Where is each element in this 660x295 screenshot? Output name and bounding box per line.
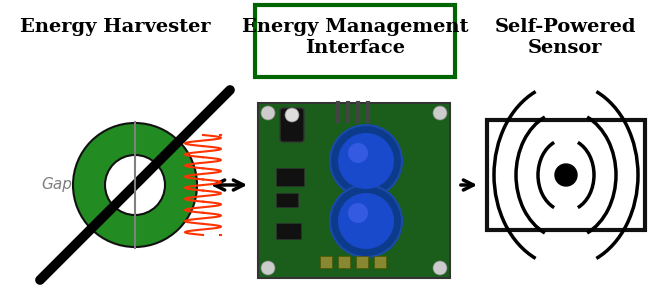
FancyBboxPatch shape [280,108,304,142]
Circle shape [433,106,447,120]
FancyBboxPatch shape [356,256,368,268]
FancyBboxPatch shape [276,193,298,207]
Circle shape [73,123,197,247]
Circle shape [338,193,394,249]
Circle shape [338,133,394,189]
Text: Self-Powered
Sensor: Self-Powered Sensor [494,18,636,57]
Circle shape [555,164,577,186]
Circle shape [261,261,275,275]
Circle shape [105,155,165,215]
FancyBboxPatch shape [374,256,386,268]
Text: Energy Harvester: Energy Harvester [20,18,211,36]
FancyBboxPatch shape [255,5,455,77]
Circle shape [433,261,447,275]
FancyBboxPatch shape [320,256,332,268]
FancyBboxPatch shape [276,223,301,239]
FancyBboxPatch shape [276,168,304,186]
Text: Gaps: Gaps [41,178,80,193]
Circle shape [285,108,299,122]
FancyBboxPatch shape [258,103,450,278]
Circle shape [330,185,402,257]
Text: Energy Management
Interface: Energy Management Interface [242,18,468,57]
FancyBboxPatch shape [338,256,350,268]
Circle shape [348,203,368,223]
FancyBboxPatch shape [487,120,645,230]
Circle shape [348,143,368,163]
Circle shape [330,125,402,197]
Circle shape [261,106,275,120]
